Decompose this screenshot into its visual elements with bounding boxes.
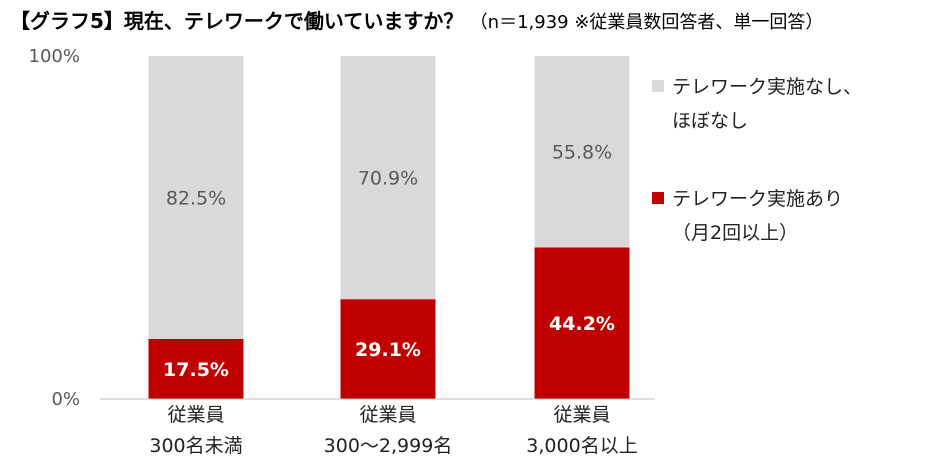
- data-label: 70.9%: [358, 168, 418, 190]
- x-tick-label: 従業員: [359, 404, 416, 426]
- x-tick-label: 300～2,999名: [324, 435, 453, 457]
- data-label: 82.5%: [166, 187, 226, 209]
- legend-label-line2: ほぼなし: [672, 110, 749, 132]
- chart-title-main: 【グラフ5】現在、テレワークで働いていますか？: [10, 9, 464, 33]
- legend-swatch-gray: [652, 80, 664, 92]
- legend-item-telework: テレワーク実施あり （月2回以上）: [652, 182, 843, 250]
- bar-telework: [340, 299, 436, 399]
- y-tick-label: 0%: [51, 389, 80, 410]
- x-tick-label: 従業員: [167, 404, 224, 426]
- data-label: 44.2%: [549, 313, 615, 335]
- data-label: 17.5%: [163, 359, 229, 381]
- legend-swatch-red: [652, 192, 664, 204]
- bar-telework: [534, 247, 630, 399]
- bar-no-telework: [340, 56, 436, 300]
- chart-title: 【グラフ5】現在、テレワークで働いていますか？ （n＝1,939 ※従業員数回答…: [10, 6, 940, 36]
- x-tick-label: 300名未満: [149, 435, 242, 457]
- data-label: 29.1%: [355, 339, 421, 361]
- y-tick-label: 100%: [29, 46, 80, 67]
- bar-no-telework: [148, 56, 244, 339]
- data-label: 55.8%: [552, 142, 612, 164]
- legend-item-no-telework: テレワーク実施なし、 ほぼなし: [652, 70, 862, 138]
- bar-telework: [148, 338, 244, 399]
- x-tick-label: 従業員: [553, 404, 610, 426]
- chart-title-note: （n＝1,939 ※従業員数回答者、単一回答）: [469, 12, 824, 33]
- legend-label-line1: テレワーク実施あり: [672, 188, 844, 210]
- x-tick-label: 3,000名以上: [526, 435, 637, 457]
- legend-label-line2: （月2回以上）: [672, 222, 799, 244]
- legend-label-line1: テレワーク実施なし、: [672, 76, 863, 98]
- bar-no-telework: [534, 56, 630, 248]
